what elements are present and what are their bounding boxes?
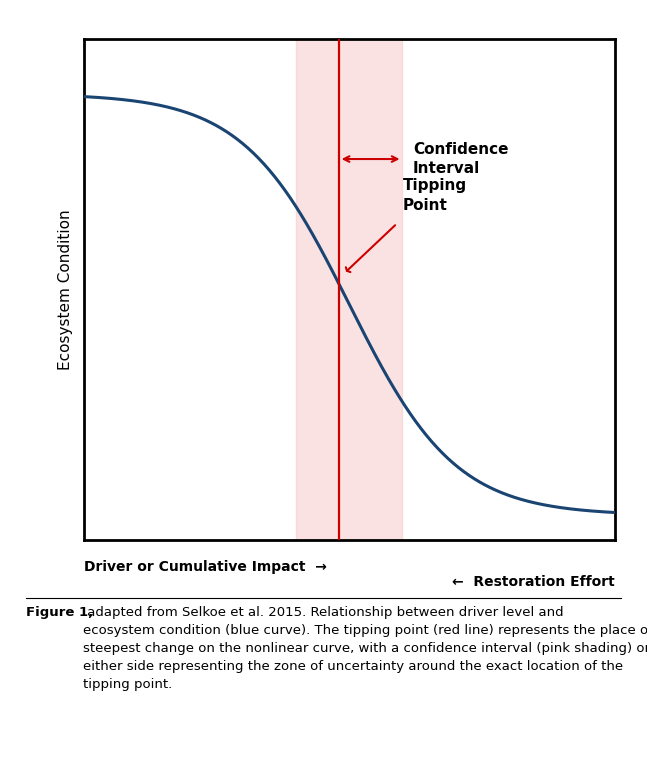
Text: Driver or Cumulative Impact  →: Driver or Cumulative Impact → — [84, 560, 327, 574]
Text: Confidence
Interval: Confidence Interval — [413, 141, 509, 177]
Text: Figure 1,: Figure 1, — [26, 606, 93, 619]
Bar — [296, 39, 402, 540]
Text: Tipping
Point: Tipping Point — [402, 178, 466, 213]
Text: ←  Restoration Effort: ← Restoration Effort — [452, 575, 615, 589]
Y-axis label: Ecosystem Condition: Ecosystem Condition — [58, 209, 73, 370]
Text: adapted from Selkoe et al. 2015. Relationship between driver level and
ecosystem: adapted from Selkoe et al. 2015. Relatio… — [83, 606, 647, 691]
